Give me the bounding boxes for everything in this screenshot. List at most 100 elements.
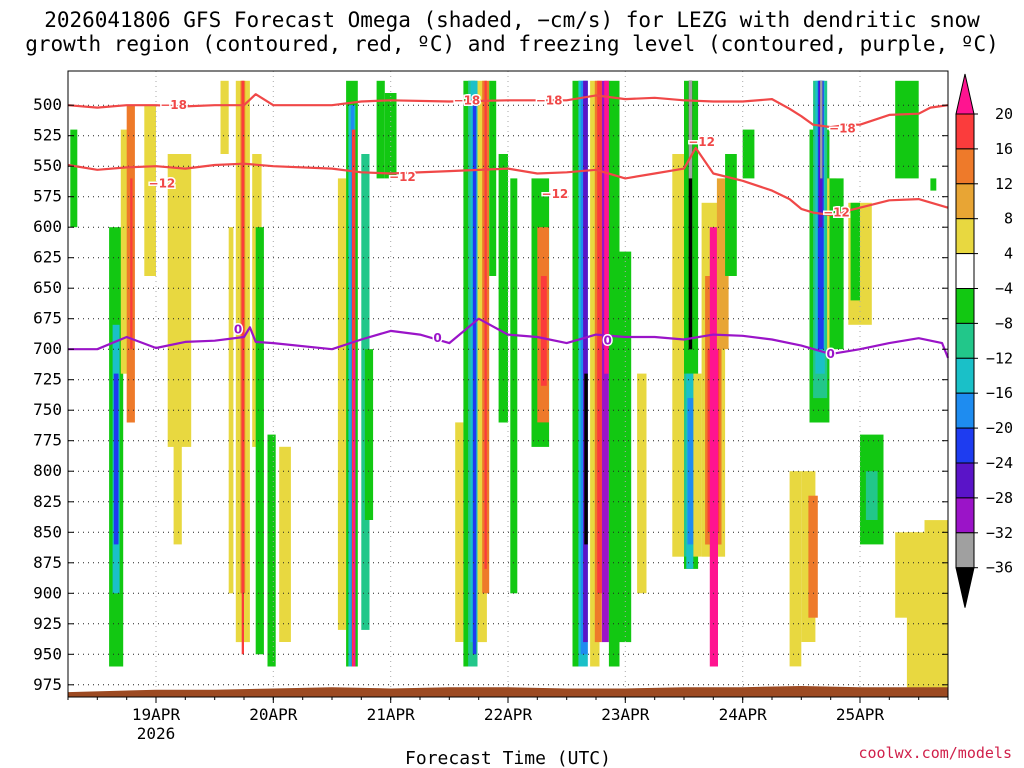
omega-band xyxy=(70,129,78,228)
y-tick-label: 950 xyxy=(33,644,62,663)
y-tick-label: 975 xyxy=(33,675,62,694)
y-tick-label: 825 xyxy=(33,492,62,511)
terrain xyxy=(68,686,948,697)
omega-band xyxy=(725,154,737,276)
omega-band xyxy=(540,276,547,386)
contour-label: 0 xyxy=(433,331,441,345)
surface-terrain xyxy=(68,686,948,697)
x-tick-label: 21APR xyxy=(367,705,416,724)
colorbar-label: −20 xyxy=(986,419,1013,437)
omega-band xyxy=(688,80,693,350)
colorbar-swatch xyxy=(955,113,975,150)
colorbar-swatch xyxy=(955,322,975,359)
omega-band xyxy=(376,80,385,179)
credit: coolwx.com/models xyxy=(858,744,1012,762)
omega-band xyxy=(364,349,374,520)
y-tick-label: 925 xyxy=(33,614,62,633)
colorbar: 20 16 12 8 4 −4 −8 −12 −16 −20 −24 −28 −32 −36 xyxy=(955,73,1013,608)
x-tick-label: 22APR xyxy=(484,705,533,724)
colorbar-swatch xyxy=(955,218,975,255)
x-tick-label: 19APR xyxy=(132,705,181,724)
colorbar-label: 12 xyxy=(995,175,1013,193)
omega-band xyxy=(484,80,487,569)
omega-band xyxy=(789,471,802,667)
contour-label: −18 xyxy=(454,93,481,107)
colorbar-label: 16 xyxy=(995,140,1013,158)
omega-band xyxy=(924,520,948,594)
y-tick-label: 700 xyxy=(33,339,62,358)
omega-band xyxy=(255,227,264,655)
omega-band xyxy=(895,80,919,179)
contour-line xyxy=(67,146,949,217)
x-tick-label: 20APR xyxy=(249,705,298,724)
colorbar-label: −12 xyxy=(986,349,1013,367)
omega-band xyxy=(489,80,497,276)
omega-band xyxy=(279,446,291,642)
omega-band xyxy=(687,398,694,545)
omega-band xyxy=(228,227,234,594)
colorbar-swatch xyxy=(955,357,975,394)
contour-label: 0 xyxy=(234,323,242,337)
y-axis: 500 525 550 575 600 625 650 675 700 725 750 775 800 8… xyxy=(33,95,948,694)
contour-label: −12 xyxy=(688,135,715,149)
x-tick-label: 24APR xyxy=(719,705,768,724)
y-tick-label: 525 xyxy=(33,126,62,145)
y-tick-label: 650 xyxy=(33,278,62,297)
colorbar-label: −8 xyxy=(995,314,1013,332)
omega-band xyxy=(384,93,397,179)
omega-band xyxy=(130,178,133,350)
contour-label: 0 xyxy=(827,347,835,361)
omega-band xyxy=(716,178,729,350)
omega-band xyxy=(608,80,620,667)
omega-band xyxy=(688,80,693,179)
y-tick-label: 875 xyxy=(33,553,62,572)
colorbar-swatch xyxy=(955,148,975,185)
y-tick-label: 600 xyxy=(33,217,62,236)
contour-line xyxy=(68,317,950,359)
y-tick-label: 625 xyxy=(33,248,62,267)
omega-band xyxy=(572,80,581,667)
omega-band xyxy=(267,434,276,667)
chart-title-line2: growth region (contoured, red, ºC) and f… xyxy=(25,32,999,56)
colorbar-label: −24 xyxy=(986,454,1013,472)
contour-line xyxy=(67,93,949,129)
contours: −18 −18 −18 −18 −12 −12 −12 −12 −12 0 0 0 0 xyxy=(67,92,950,363)
colorbar-swatch xyxy=(955,288,975,324)
contour-label: −12 xyxy=(542,187,569,201)
omega-band xyxy=(337,178,347,630)
contour-label: 0 xyxy=(604,334,612,348)
omega-band xyxy=(173,349,182,545)
omega-band xyxy=(709,227,718,667)
contour-label: −18 xyxy=(536,93,563,107)
colorbar-cap-top xyxy=(955,73,975,115)
y-tick-label: 850 xyxy=(33,522,62,541)
omega-band xyxy=(113,373,119,545)
omega-band xyxy=(220,80,229,154)
omega-band xyxy=(850,202,860,301)
contour-label: −12 xyxy=(389,170,416,184)
colorbar-swatch xyxy=(955,392,975,429)
colorbar-label: 4 xyxy=(1004,245,1013,263)
omega-band xyxy=(604,80,609,374)
grid xyxy=(68,71,948,697)
colorbar-label: −16 xyxy=(986,384,1013,402)
colorbar-cap-bottom xyxy=(955,567,975,608)
colorbar-label: −36 xyxy=(986,559,1013,577)
y-tick-label: 575 xyxy=(33,187,62,206)
colorbar-label: 20 xyxy=(995,105,1013,123)
omega-shading xyxy=(70,80,948,691)
colorbar-swatch xyxy=(955,427,975,464)
colorbar-label: −4 xyxy=(995,280,1013,298)
y-tick-label: 725 xyxy=(33,370,62,389)
colorbar-swatch xyxy=(955,253,975,290)
omega-band xyxy=(510,178,518,594)
y-tick-label: 750 xyxy=(33,400,62,419)
omega-band xyxy=(693,373,702,557)
omega-band xyxy=(930,178,937,191)
omega-band xyxy=(742,129,755,179)
y-tick-label: 775 xyxy=(33,431,62,450)
contour-label: −12 xyxy=(149,176,176,190)
omega-band xyxy=(120,129,128,374)
